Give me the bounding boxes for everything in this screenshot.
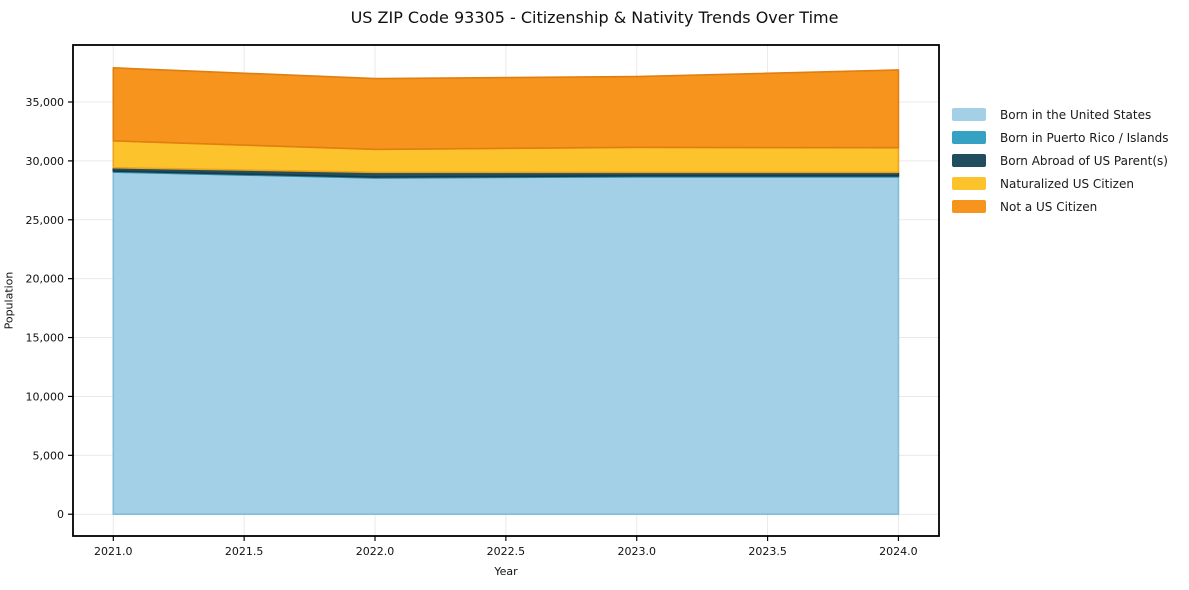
legend-item: Born in Puerto Rico / Islands — [952, 126, 1169, 149]
legend-item: Naturalized US Citizen — [952, 172, 1169, 195]
legend-label: Not a US Citizen — [1000, 199, 1098, 214]
legend-swatch-icon — [952, 154, 986, 167]
y-tick-label: 15,000 — [26, 332, 65, 345]
area-series-0 — [112, 171, 900, 516]
y-tick-label: 35,000 — [26, 96, 65, 109]
legend-item: Not a US Citizen — [952, 195, 1169, 218]
legend-swatch-icon — [952, 177, 986, 190]
legend-label: Born in the United States — [1000, 107, 1152, 122]
legend: Born in the United States Born in Puerto… — [952, 103, 1169, 218]
legend-label: Born in Puerto Rico / Islands — [1000, 130, 1169, 145]
y-tick-label: 5,000 — [33, 449, 65, 462]
legend-swatch-icon — [952, 200, 986, 213]
x-tick-label: 2021.0 — [94, 545, 133, 558]
legend-swatch-icon — [952, 108, 986, 121]
y-tick-label: 10,000 — [26, 390, 65, 403]
x-tick-label: 2023.0 — [617, 545, 656, 558]
y-tick-label: 30,000 — [26, 155, 65, 168]
legend-label: Born Abroad of US Parent(s) — [1000, 153, 1168, 168]
y-tick-label: 25,000 — [26, 214, 65, 227]
y-tick-label: 0 — [57, 508, 64, 521]
x-tick-label: 2024.0 — [879, 545, 918, 558]
legend-item: Born in the United States — [952, 103, 1169, 126]
legend-label: Naturalized US Citizen — [1000, 176, 1134, 191]
x-tick-label: 2021.5 — [225, 545, 264, 558]
x-tick-label: 2022.0 — [356, 545, 395, 558]
x-tick-label: 2022.5 — [487, 545, 526, 558]
x-axis-label: Year — [494, 565, 518, 578]
y-tick-label: 20,000 — [26, 273, 65, 286]
legend-item: Born Abroad of US Parent(s) — [952, 149, 1169, 172]
chart-title: US ZIP Code 93305 - Citizenship & Nativi… — [350, 8, 839, 27]
legend-swatch-icon — [952, 131, 986, 144]
area-series-4 — [112, 67, 900, 151]
x-tick-label: 2023.5 — [748, 545, 787, 558]
